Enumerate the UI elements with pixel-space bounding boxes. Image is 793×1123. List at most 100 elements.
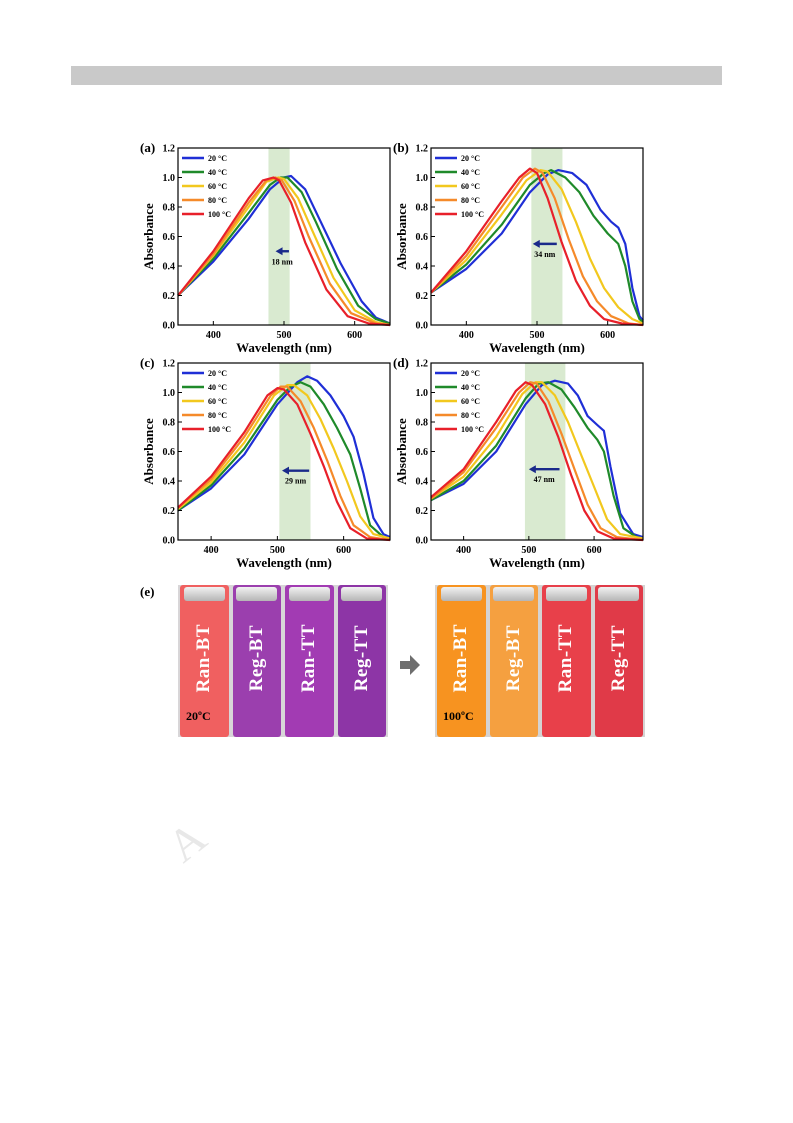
- y-axis-label: Absorbance: [394, 418, 409, 485]
- y-tick-label: 1.0: [416, 388, 429, 399]
- y-tick-label: 0.2: [416, 291, 429, 302]
- shift-arrow-head: [532, 239, 540, 248]
- y-tick-label: 1.2: [416, 359, 429, 370]
- vial-label: Ran-TT: [555, 623, 577, 693]
- legend-entry: 60 °C: [461, 397, 480, 406]
- y-tick-label: 0.0: [416, 536, 429, 547]
- y-tick-label: 0.8: [416, 203, 429, 214]
- y-tick-label: 0.4: [416, 262, 429, 273]
- series-line-0: [177, 174, 391, 325]
- series-line-3: [177, 176, 391, 327]
- highlight-band: [524, 363, 566, 540]
- series-line-1: [430, 381, 644, 540]
- right-arrow-icon: [400, 655, 420, 675]
- x-tick-label: 600: [347, 330, 362, 341]
- series-line-2: [430, 381, 644, 540]
- shift-annotation: 29 nm: [285, 477, 306, 486]
- y-tick-label: 0.4: [416, 477, 429, 488]
- vial: Reg-BT: [232, 585, 281, 737]
- panel-e-label: (e): [140, 584, 155, 599]
- vial: Ran-TT: [542, 585, 591, 737]
- legend-entry: 20 °C: [461, 369, 480, 378]
- y-tick-label: 1.0: [163, 173, 176, 184]
- x-axis-label: Wavelength (nm): [489, 340, 585, 355]
- legend-entry: 100 °C: [461, 210, 484, 219]
- chart-svg: (b) 0.0 0.2 0.4 0.6 0.8 1.0 1.2 400 500 600 Wavelen…: [393, 140, 644, 355]
- vial-cap: [288, 587, 330, 601]
- vial-label: Ran-BT: [193, 623, 215, 693]
- y-tick-label: 0.2: [163, 291, 176, 302]
- panel-a-chart: (a) 0.0 0.2 0.4 0.6 0.8 1.0 1.2 400 500 600 Wavelen…: [140, 140, 395, 355]
- vial-cap: [440, 587, 482, 601]
- panel-label: (c): [140, 355, 154, 370]
- x-tick-label: 400: [206, 330, 221, 341]
- vial-photo-group: Ran-BT Reg-BT Ran-TT Reg-TT 20ºC: [178, 585, 388, 737]
- legend-entry: 40 °C: [461, 383, 480, 392]
- y-tick-label: 0.6: [163, 447, 176, 458]
- x-tick-label: 500: [270, 545, 285, 556]
- y-axis-label: Absorbance: [141, 418, 156, 485]
- series-line-0: [430, 169, 644, 322]
- chart-svg: (d) 0.0 0.2 0.4 0.6 0.8 1.0 1.2 400 500 600Wavelen…: [393, 355, 644, 570]
- x-tick-label: 400: [204, 545, 219, 556]
- vial-label: Reg-TT: [350, 624, 372, 692]
- series-line-0: [430, 379, 644, 539]
- y-tick-label: 0.2: [163, 506, 176, 517]
- panel-d-chart: (d) 0.0 0.2 0.4 0.6 0.8 1.0 1.2 400 500 600 Wavelen…: [393, 355, 648, 570]
- y-tick-label: 0.4: [163, 477, 176, 488]
- vial-cap: [341, 587, 383, 601]
- panel-e-photo: Ran-BT Reg-BT Ran-TT Reg-TT 20ºC Ran-BT Reg-BT…: [138, 585, 658, 740]
- vial: Reg-TT: [337, 585, 386, 737]
- y-tick-label: 0.0: [416, 321, 429, 332]
- legend-entry: 60 °C: [208, 182, 227, 191]
- y-tick-label: 0.2: [416, 506, 429, 517]
- legend-entry: 80 °C: [208, 196, 227, 205]
- y-axis-label: Absorbance: [394, 203, 409, 270]
- y-tick-label: 0.0: [163, 321, 176, 332]
- x-tick-label: 500: [530, 330, 545, 341]
- vial-label: Reg-BT: [502, 624, 524, 692]
- shift-arrow-head: [275, 247, 283, 256]
- legend-entry: 100 °C: [208, 210, 231, 219]
- legend-entry: 20 °C: [208, 369, 227, 378]
- x-axis-label: Wavelength (nm): [489, 555, 585, 570]
- y-tick-label: 0.4: [163, 262, 176, 273]
- x-axis-label: Wavelength (nm): [236, 555, 332, 570]
- vial: Reg-BT: [489, 585, 538, 737]
- temperature-label: 20ºC: [186, 709, 211, 723]
- vial-cap: [183, 587, 225, 601]
- legend-entry: 80 °C: [461, 411, 480, 420]
- x-tick-label: 600: [336, 545, 351, 556]
- series-line-2: [430, 169, 644, 325]
- series-line-3: [177, 385, 391, 542]
- y-tick-label: 0.8: [163, 418, 176, 429]
- x-tick-label: 500: [277, 330, 292, 341]
- legend-entry: 60 °C: [461, 182, 480, 191]
- y-tick-label: 1.2: [416, 144, 429, 155]
- y-axis-label: Absorbance: [141, 203, 156, 270]
- shift-annotation: 34 nm: [534, 250, 555, 259]
- series-line-3: [430, 167, 644, 327]
- y-tick-label: 1.2: [163, 144, 176, 155]
- temperature-label: 100ºC: [443, 709, 474, 723]
- vial-cap: [493, 587, 535, 601]
- chart-svg: (a) 0.0 0.2 0.4 0.6 0.8 1.0 1.2 400 500 600 Wavelen…: [140, 140, 391, 355]
- legend-entry: 80 °C: [208, 411, 227, 420]
- legend-entry: 80 °C: [461, 196, 480, 205]
- shift-arrow-head: [528, 465, 536, 474]
- series-line-4: [177, 176, 391, 327]
- x-tick-label: 600: [600, 330, 615, 341]
- vial: Ran-BT: [437, 585, 486, 737]
- vial-label: Reg-TT: [607, 624, 629, 692]
- legend-entry: 40 °C: [208, 383, 227, 392]
- panel-label: (a): [140, 140, 155, 155]
- x-tick-label: 400: [459, 330, 474, 341]
- y-tick-label: 0.8: [416, 418, 429, 429]
- series-line-1: [430, 169, 644, 323]
- legend-entry: 100 °C: [208, 425, 231, 434]
- panel-b-chart: (b) 0.0 0.2 0.4 0.6 0.8 1.0 1.2 400 500 600 Wavelen…: [393, 140, 648, 355]
- highlight-band: [268, 148, 290, 325]
- series-line-1: [177, 381, 391, 540]
- series-line-2: [177, 384, 391, 540]
- series-line-4: [430, 381, 644, 542]
